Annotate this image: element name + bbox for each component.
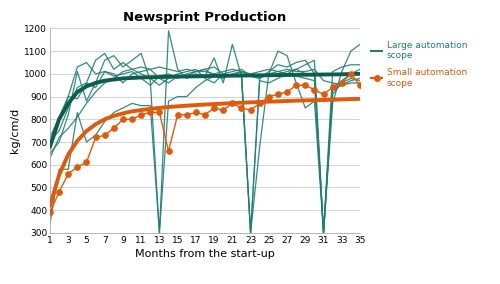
Title: Newsprint Production: Newsprint Production [124, 11, 286, 24]
Legend: Large automation
scope, Small automation
scope: Large automation scope, Small automation… [368, 37, 470, 91]
Y-axis label: kg/cm/d: kg/cm/d [10, 108, 20, 153]
X-axis label: Months from the start-up: Months from the start-up [135, 249, 275, 259]
